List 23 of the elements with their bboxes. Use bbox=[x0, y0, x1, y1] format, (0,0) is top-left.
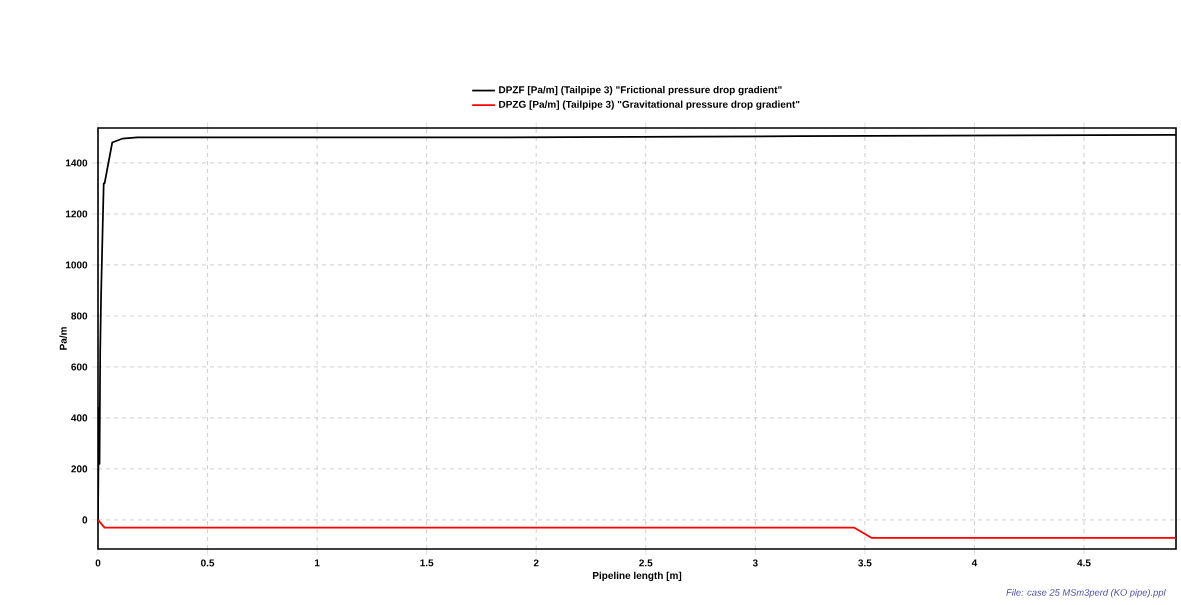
y-tick-label: 600 bbox=[71, 363, 88, 371]
y-tick-label: 1400 bbox=[65, 159, 88, 167]
legend-label: DPZG [Pa/m] (Tailpipe 3) "Gravitational pressure drop gradient" bbox=[499, 100, 800, 110]
x-tick-label: 4 bbox=[971, 559, 978, 567]
x-tick-label: 2.5 bbox=[639, 559, 653, 567]
y-axis-title: Pa/m bbox=[59, 327, 67, 350]
x-tick-label: 0.5 bbox=[201, 559, 215, 567]
x-tick-label: 3.5 bbox=[858, 559, 872, 567]
y-tick-label: 400 bbox=[71, 414, 88, 422]
y-tick-label: 1200 bbox=[65, 210, 88, 218]
x-axis-title: Pipeline length [m] bbox=[592, 571, 682, 581]
y-tick-label: 1000 bbox=[65, 261, 88, 269]
x-tick-label: 0 bbox=[95, 559, 101, 567]
legend-label: DPZF [Pa/m] (Tailpipe 3) "Frictional pressure drop gradient" bbox=[499, 85, 782, 96]
y-tick-label: 200 bbox=[71, 465, 88, 473]
y-tick-label: 800 bbox=[71, 312, 88, 320]
x-tick-label: 2 bbox=[533, 559, 539, 567]
y-tick-label: 0 bbox=[82, 516, 88, 524]
x-tick-label: 4.5 bbox=[1077, 559, 1091, 567]
text: File: case 25 MSm3perd (KO pipe).ppl bbox=[1006, 588, 1166, 598]
x-tick-label: 3 bbox=[752, 559, 758, 567]
x-tick-label: 1.5 bbox=[420, 559, 434, 567]
x-tick-label: 1 bbox=[314, 559, 320, 567]
